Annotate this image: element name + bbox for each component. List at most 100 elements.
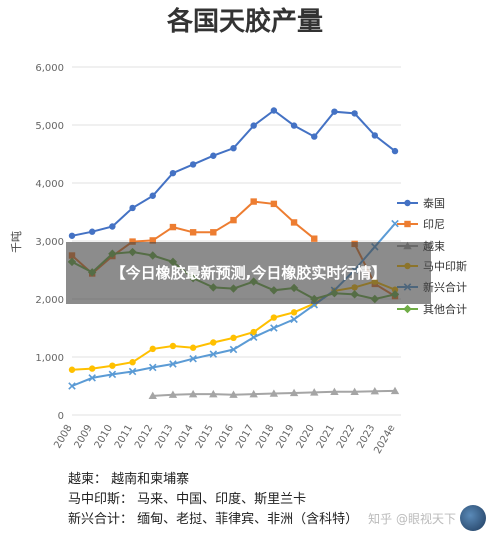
data-point	[88, 228, 96, 235]
data-point	[129, 204, 136, 212]
legend-entry: 其他合计	[397, 302, 467, 316]
data-point	[230, 334, 237, 342]
x-tick-label: 2009	[73, 423, 95, 451]
data-point	[149, 237, 156, 244]
x-tick-label: 2020	[295, 423, 317, 451]
data-point	[290, 122, 298, 129]
data-point	[229, 390, 238, 398]
data-point	[290, 309, 298, 316]
data-point	[404, 220, 411, 228]
x-tick-label: 2012	[133, 423, 155, 451]
series-0	[68, 107, 399, 239]
data-point	[168, 390, 178, 398]
data-point	[269, 389, 279, 397]
data-point	[230, 216, 237, 224]
data-point	[270, 314, 278, 321]
data-point	[148, 391, 157, 400]
data-point	[230, 145, 237, 152]
chart-title: 各国天胶产量	[166, 6, 323, 37]
y-axis-label: 千吨	[10, 231, 23, 253]
data-point	[189, 161, 197, 168]
data-point	[229, 345, 238, 354]
x-tick-label: 2021	[315, 423, 337, 451]
data-point	[88, 365, 96, 372]
data-point	[390, 386, 400, 395]
data-point	[250, 122, 257, 129]
x-tick-label: 2013	[153, 423, 175, 451]
x-tick-label: 2018	[254, 423, 276, 451]
legend-entry: 印尼	[397, 218, 445, 231]
legend-label: 其他合计	[423, 302, 467, 316]
data-point	[189, 354, 197, 363]
data-point	[109, 362, 116, 369]
data-point	[391, 219, 399, 228]
legend-label: 马中印斯	[423, 260, 467, 273]
legend-entry: 泰国	[397, 196, 445, 210]
x-tick-label: 2016	[214, 423, 236, 451]
watermark: 知乎 @眼视天下	[368, 505, 486, 531]
x-tick-label: 2015	[194, 423, 216, 451]
note-yuejian: 越柬： 越南和柬埔寨	[68, 472, 190, 487]
data-point	[68, 382, 76, 390]
data-point	[403, 304, 412, 314]
overlay-title: 【今日橡胶最新预测,今日橡胶实时行情】	[110, 264, 387, 282]
data-point	[270, 200, 278, 208]
data-point	[149, 345, 156, 353]
data-point	[68, 366, 76, 373]
x-tick-labels: 2008200920102011201220132014201520162017…	[52, 423, 397, 456]
data-point	[351, 110, 358, 117]
data-point	[311, 133, 318, 140]
data-point	[188, 389, 198, 398]
data-point	[109, 223, 116, 230]
x-tick-label: 2011	[113, 423, 135, 451]
data-point	[148, 363, 157, 372]
series-2	[148, 386, 400, 400]
watermark-text: 知乎 @眼视天下	[368, 511, 456, 526]
data-point	[391, 147, 399, 155]
data-point	[270, 324, 278, 332]
data-point	[250, 328, 257, 336]
data-point	[88, 374, 96, 382]
data-point	[404, 199, 411, 207]
y-tick-labels: 0 1,000 2,000 3,000 4,000 5,000 6,000	[35, 63, 64, 422]
note-xinxing: 新兴合计： 缅甸、老挝、菲律宾、非洲（含科特）	[68, 512, 359, 527]
data-point	[210, 229, 217, 236]
data-point	[129, 359, 136, 366]
footnotes: 越柬： 越南和柬埔寨 马中印斯： 马来、中国、印度、斯里兰卡 新兴合计： 缅甸、…	[68, 470, 448, 530]
data-point	[169, 360, 177, 368]
data-point	[290, 315, 298, 324]
data-point	[169, 169, 177, 177]
avatar-icon	[460, 505, 486, 531]
legend-label: 印尼	[423, 218, 445, 231]
data-point	[189, 344, 197, 351]
x-tick-label: 2019	[274, 423, 296, 451]
data-point	[250, 198, 257, 205]
data-point	[371, 132, 379, 139]
y-tick-label: 3,000	[35, 237, 64, 248]
data-point	[128, 367, 137, 376]
data-point	[310, 388, 319, 396]
x-tick-label: 2010	[93, 423, 115, 451]
x-tick-label: 2022	[335, 423, 357, 451]
data-point	[169, 223, 177, 231]
data-point	[249, 389, 258, 398]
data-point	[311, 235, 318, 242]
data-point	[129, 238, 136, 245]
data-point	[209, 350, 218, 358]
x-tick-label: 2017	[234, 423, 256, 451]
data-point	[68, 232, 76, 239]
note-mazhongyinsi: 马中印斯： 马来、中国、印度、斯里兰卡	[68, 492, 307, 507]
data-point	[331, 108, 338, 115]
data-point	[289, 388, 299, 397]
y-tick-label: 5,000	[35, 121, 64, 132]
overlay-banner[interactable]: 【今日橡胶最新预测,今日橡胶实时行情】	[66, 242, 431, 304]
x-tick-label: 2008	[52, 423, 74, 451]
data-point	[270, 107, 278, 114]
data-point	[350, 387, 359, 395]
data-point	[169, 342, 177, 350]
data-point	[210, 339, 217, 346]
data-point	[210, 152, 217, 159]
data-point	[330, 387, 339, 395]
data-point	[249, 333, 258, 342]
data-point	[290, 219, 298, 226]
